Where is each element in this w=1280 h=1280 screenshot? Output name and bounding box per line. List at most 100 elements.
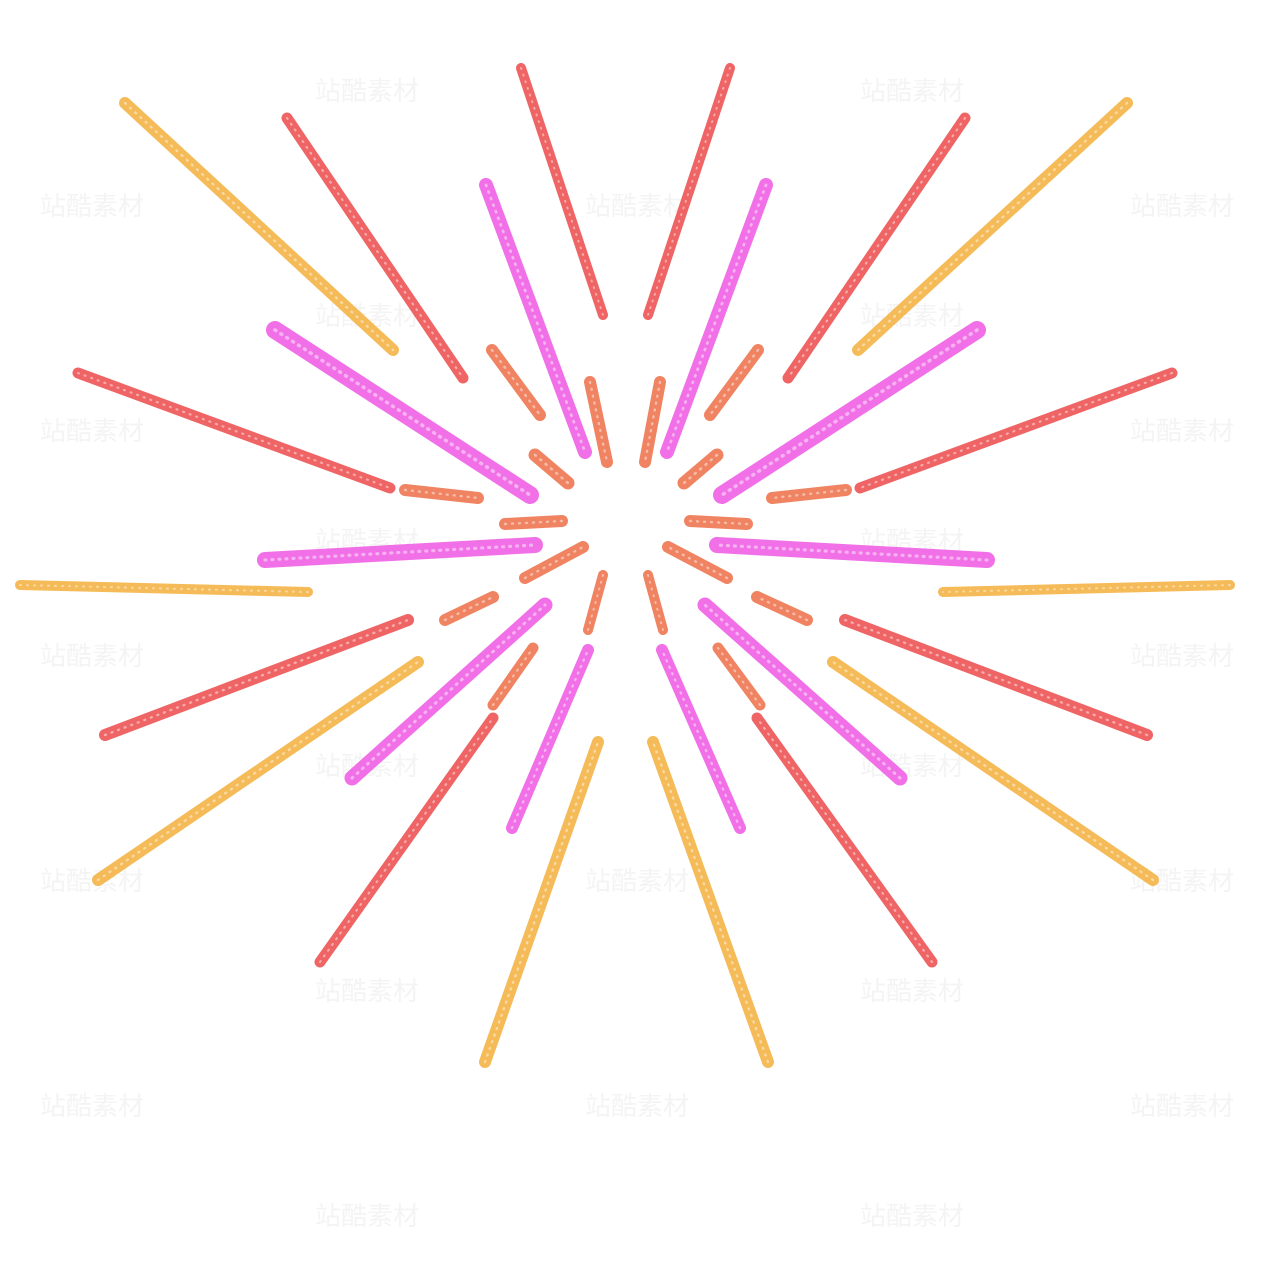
watermark-text: 站酷素材 — [315, 1202, 419, 1232]
ray-sparkle — [856, 101, 1129, 352]
ray-sparkle — [491, 646, 535, 707]
ray-sparkle — [273, 328, 532, 497]
watermark-text: 站酷素材 — [585, 192, 689, 222]
firework-ray-magenta — [506, 644, 594, 834]
ray-sparkle — [843, 618, 1149, 737]
firework-ray-orange — [639, 376, 666, 468]
firework-ray-orange — [519, 541, 589, 584]
watermark-text: 站酷素材 — [40, 1092, 144, 1122]
watermark-text: 站酷素材 — [860, 77, 964, 107]
ray-sparkle — [318, 716, 495, 964]
ray-sparkle — [755, 716, 934, 964]
ray-sparkle — [755, 595, 809, 622]
firework-ray-red — [839, 614, 1153, 741]
firework-ray-red — [643, 63, 735, 320]
firework-ray-orange — [751, 591, 813, 626]
firework-ray-red — [516, 63, 608, 320]
watermark-text: 站酷素材 — [315, 977, 419, 1007]
watermark-text: 站酷素材 — [860, 1202, 964, 1232]
firework-ray-red — [782, 112, 971, 384]
ray-sparkle — [942, 584, 1231, 593]
ray-sparkle — [520, 67, 604, 316]
firework-ray-magenta — [713, 321, 986, 504]
firework-ray-orange — [766, 484, 852, 504]
firework-ray-orange — [643, 570, 668, 635]
firework-ray-yellow — [15, 580, 313, 597]
firework-ray-orange — [487, 642, 539, 711]
firework-ray-orange — [712, 642, 766, 711]
firework-ray-red — [751, 712, 938, 968]
firework-ray-orange — [439, 591, 499, 626]
firework-ray-orange — [528, 448, 575, 490]
ray-sparkle — [103, 618, 410, 737]
firework-ray-orange — [499, 515, 568, 530]
firework-ray-magenta — [656, 644, 746, 834]
ray-sparkle — [703, 603, 902, 780]
ray-sparkle — [708, 348, 760, 417]
firework-ray-red — [854, 367, 1178, 494]
watermark-text: 站酷素材 — [40, 642, 144, 672]
watermark-text: 站酷素材 — [1130, 192, 1234, 222]
ray-sparkle — [688, 519, 749, 526]
firework-ray-magenta — [479, 178, 592, 459]
ray-sparkle — [665, 183, 768, 454]
ray-sparkle — [716, 646, 762, 707]
firework-ray-magenta — [266, 321, 539, 504]
ray-sparkle — [483, 740, 600, 1064]
firework-ray-yellow — [119, 97, 399, 356]
ray-sparkle — [484, 183, 587, 454]
ray-sparkle — [858, 371, 1174, 490]
watermark-text: 站酷素材 — [40, 192, 144, 222]
firework-ray-yellow — [92, 656, 424, 886]
firework-ray-yellow — [479, 736, 604, 1068]
firework-ray-orange — [583, 570, 608, 635]
watermark-text: 站酷素材 — [315, 77, 419, 107]
ray-sparkle — [503, 519, 564, 526]
ray-sparkle — [523, 545, 585, 580]
firework-ray-magenta — [257, 537, 543, 568]
firework-ray-red — [314, 712, 499, 968]
firework-ray-orange — [486, 344, 546, 421]
firework-ray-yellow — [852, 97, 1133, 356]
firework-ray-orange — [662, 541, 733, 584]
firework-ray-red — [99, 614, 414, 741]
watermark-text: 站酷素材 — [860, 977, 964, 1007]
ray-sparkle — [715, 543, 989, 562]
ray-sparkle — [533, 453, 570, 485]
ray-sparkle — [666, 545, 729, 580]
watermark-text: 站酷素材 — [1130, 1092, 1234, 1122]
firework-ray-magenta — [660, 178, 773, 459]
ray-sparkle — [96, 660, 420, 882]
watermark-text: 站酷素材 — [40, 417, 144, 447]
ray-sparkle — [263, 543, 537, 562]
watermark-text: 站酷素材 — [1130, 642, 1234, 672]
firework-ray-magenta — [344, 597, 553, 786]
ray-sparkle — [770, 488, 848, 500]
watermark-text: 站酷素材 — [40, 867, 144, 897]
firework-ray-yellow — [827, 656, 1159, 886]
ray-sparkle — [76, 371, 392, 490]
firework-ray-magenta — [709, 537, 995, 568]
watermark-text: 站酷素材 — [585, 1092, 689, 1122]
ray-sparkle — [403, 488, 480, 500]
firework-rays — [15, 63, 1235, 1068]
ray-sparkle — [587, 574, 604, 631]
watermark-text: 站酷素材 — [1130, 417, 1234, 447]
ray-sparkle — [123, 101, 395, 352]
firework-ray-red — [281, 112, 469, 384]
ray-sparkle — [510, 648, 590, 830]
ray-sparkle — [647, 67, 731, 316]
firework-ray-orange — [684, 515, 753, 530]
firework-ray-yellow — [938, 580, 1235, 597]
firework-ray-orange — [399, 484, 484, 504]
firework-ray-orange — [677, 448, 724, 490]
firework-ray-orange — [584, 376, 613, 468]
ray-sparkle — [19, 584, 309, 593]
watermark-text: 站酷素材 — [585, 867, 689, 897]
ray-sparkle — [651, 740, 770, 1064]
firework-ray-yellow — [647, 736, 774, 1068]
ray-sparkle — [660, 648, 742, 830]
ray-sparkle — [443, 595, 495, 622]
